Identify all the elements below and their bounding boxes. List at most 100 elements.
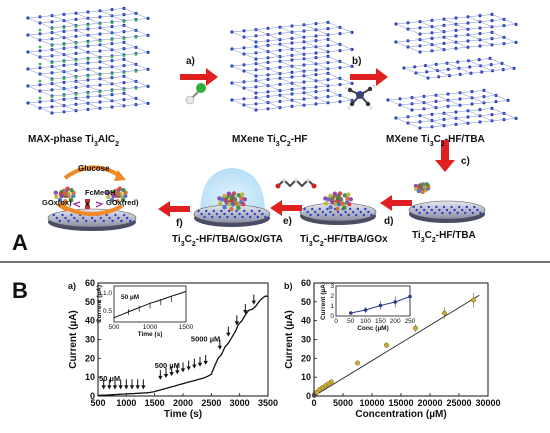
protein-residue — [111, 193, 116, 199]
protein-residue — [54, 194, 59, 199]
surface-atom — [465, 205, 468, 209]
surface-atom — [205, 209, 208, 213]
bond — [255, 46, 281, 57]
surface-atom — [347, 213, 350, 217]
inset-x-tick-label: 200 — [390, 318, 401, 325]
surface-atom — [356, 207, 359, 211]
al-atom — [134, 87, 138, 90]
surface-atom — [473, 205, 476, 209]
surface-atom — [220, 209, 223, 213]
data-point — [384, 342, 390, 348]
al-atom — [134, 53, 138, 56]
panel-b-label: B — [12, 278, 28, 303]
protein-residue — [115, 191, 121, 197]
inset-data-point — [393, 300, 398, 304]
bond — [51, 83, 77, 94]
al-atom — [38, 28, 42, 32]
x-tick-label: 3000 — [230, 398, 250, 408]
inset-y-tick-label: 0.5 — [103, 308, 112, 315]
surface-atom — [448, 211, 452, 215]
al-atom — [86, 74, 90, 78]
al-atom — [86, 57, 90, 61]
surface-atom — [318, 207, 321, 211]
surface-atom — [344, 210, 347, 214]
bond — [468, 60, 493, 72]
surface-atom — [468, 208, 471, 212]
x-tick-label: 1500 — [145, 398, 165, 408]
injection-arrow-head — [107, 385, 112, 390]
bond — [51, 100, 77, 111]
surface-atom — [364, 207, 367, 211]
surface-atom — [329, 210, 332, 214]
al-atom — [110, 89, 114, 93]
label-glucose: Glucose — [78, 164, 110, 173]
surface-atom — [203, 215, 206, 219]
inset-x-tick-label: 1000 — [143, 324, 158, 331]
surface-atom — [321, 210, 324, 214]
protein-residue — [328, 205, 333, 210]
bond — [231, 31, 257, 43]
bond — [489, 58, 515, 69]
injection-arrow-head — [169, 372, 174, 377]
surface-atom — [85, 219, 88, 223]
panel-a: a) b) c) MAX-phase Ti3AlC2 MXene Ti3C2-H… — [12, 6, 518, 255]
surface-atom — [441, 211, 444, 215]
protein-residue — [106, 194, 111, 199]
injection-arrow-head — [180, 368, 186, 373]
surface-atom — [461, 208, 464, 212]
protein-residue — [63, 191, 69, 197]
protein-residue — [236, 205, 241, 210]
surface-atom — [64, 216, 67, 220]
protein-residue — [240, 192, 245, 197]
al-atom — [110, 38, 114, 42]
surface-atom — [256, 215, 259, 219]
al-atom — [98, 39, 102, 43]
surface-atom — [442, 205, 446, 209]
al-atom — [134, 70, 138, 73]
surface-atom — [314, 210, 317, 214]
x-tick-label: 20000 — [417, 398, 442, 408]
protein-residue — [222, 205, 227, 210]
surface-atom — [359, 210, 362, 214]
step-f-label: f) — [176, 218, 183, 229]
surface-atom — [453, 208, 456, 212]
bond — [395, 23, 421, 35]
surface-atom — [332, 213, 335, 217]
label-ti-hf-tba: Ti3C2-HF/TBA — [412, 230, 476, 244]
injection-arrow-head — [226, 332, 231, 337]
y-tick-label: 20 — [85, 353, 95, 363]
surface-atom — [105, 213, 108, 217]
bond — [279, 43, 305, 55]
surface-atom — [61, 213, 64, 217]
bond — [303, 75, 329, 87]
injection-arrow-head — [203, 360, 208, 365]
protein-residue — [65, 186, 70, 191]
x-tick-label: 15000 — [388, 398, 413, 408]
al-atom — [122, 88, 126, 91]
bond — [255, 97, 281, 108]
inset-y-axis-label: Current (µA) — [320, 282, 327, 320]
protein-residue — [239, 196, 244, 201]
inset-x-tick-label: 250 — [405, 318, 416, 325]
surface-atom — [117, 216, 120, 220]
injection-arrow-head — [118, 385, 123, 390]
protein-residue — [335, 206, 340, 212]
y-tick-label: 20 — [301, 353, 311, 363]
injection-arrow-head — [163, 374, 169, 379]
arrow-c — [435, 140, 455, 172]
surface-atom — [420, 205, 423, 209]
al-atom — [38, 62, 42, 66]
surface-atom — [249, 215, 252, 219]
label-gox: Ti3C2-HF/TBA/GOx — [300, 234, 388, 248]
x-tick-label: 500 — [90, 398, 105, 408]
protein-residue — [337, 191, 343, 196]
tba-molecule-icon — [344, 84, 376, 110]
surface-atom — [67, 219, 70, 223]
concentration-annotation: 5000 µM — [191, 334, 220, 343]
surface-atom — [438, 208, 441, 212]
electrode-gox — [299, 191, 377, 225]
x-tick-label: 1000 — [116, 398, 136, 408]
electrode-gta — [193, 168, 271, 227]
surface-atom — [58, 219, 61, 223]
protein-residue — [346, 192, 351, 197]
